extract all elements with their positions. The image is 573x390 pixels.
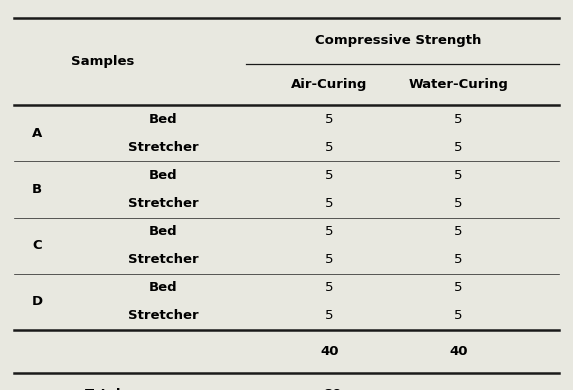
Text: Stretcher: Stretcher	[128, 253, 199, 266]
Text: 5: 5	[325, 309, 333, 323]
Text: Bed: Bed	[149, 225, 178, 238]
Text: Stretcher: Stretcher	[128, 197, 199, 210]
Text: Stretcher: Stretcher	[128, 309, 199, 323]
Text: 5: 5	[325, 225, 333, 238]
Text: 5: 5	[454, 225, 462, 238]
Text: Compressive Strength: Compressive Strength	[315, 34, 481, 48]
Text: Air-Curing: Air-Curing	[291, 78, 368, 91]
Text: Total: Total	[85, 388, 121, 390]
Text: Bed: Bed	[149, 169, 178, 182]
Text: 5: 5	[454, 141, 462, 154]
Text: A: A	[32, 127, 42, 140]
Text: 5: 5	[325, 169, 333, 182]
Text: 40: 40	[320, 345, 339, 358]
Text: D: D	[32, 295, 43, 308]
Text: 40: 40	[449, 345, 468, 358]
Text: Stretcher: Stretcher	[128, 141, 199, 154]
Text: 80: 80	[323, 388, 342, 390]
Text: 5: 5	[325, 281, 333, 294]
Text: 5: 5	[454, 309, 462, 323]
Text: 5: 5	[454, 253, 462, 266]
Text: 5: 5	[454, 169, 462, 182]
Text: 5: 5	[454, 113, 462, 126]
Text: Bed: Bed	[149, 113, 178, 126]
Text: B: B	[32, 183, 42, 196]
Text: C: C	[33, 239, 42, 252]
Text: 5: 5	[325, 197, 333, 210]
Text: 5: 5	[454, 281, 462, 294]
Text: Samples: Samples	[72, 55, 135, 68]
Text: 5: 5	[325, 113, 333, 126]
Text: 5: 5	[325, 141, 333, 154]
Text: Bed: Bed	[149, 281, 178, 294]
Text: Water-Curing: Water-Curing	[409, 78, 508, 91]
Text: 5: 5	[325, 253, 333, 266]
Text: 5: 5	[454, 197, 462, 210]
